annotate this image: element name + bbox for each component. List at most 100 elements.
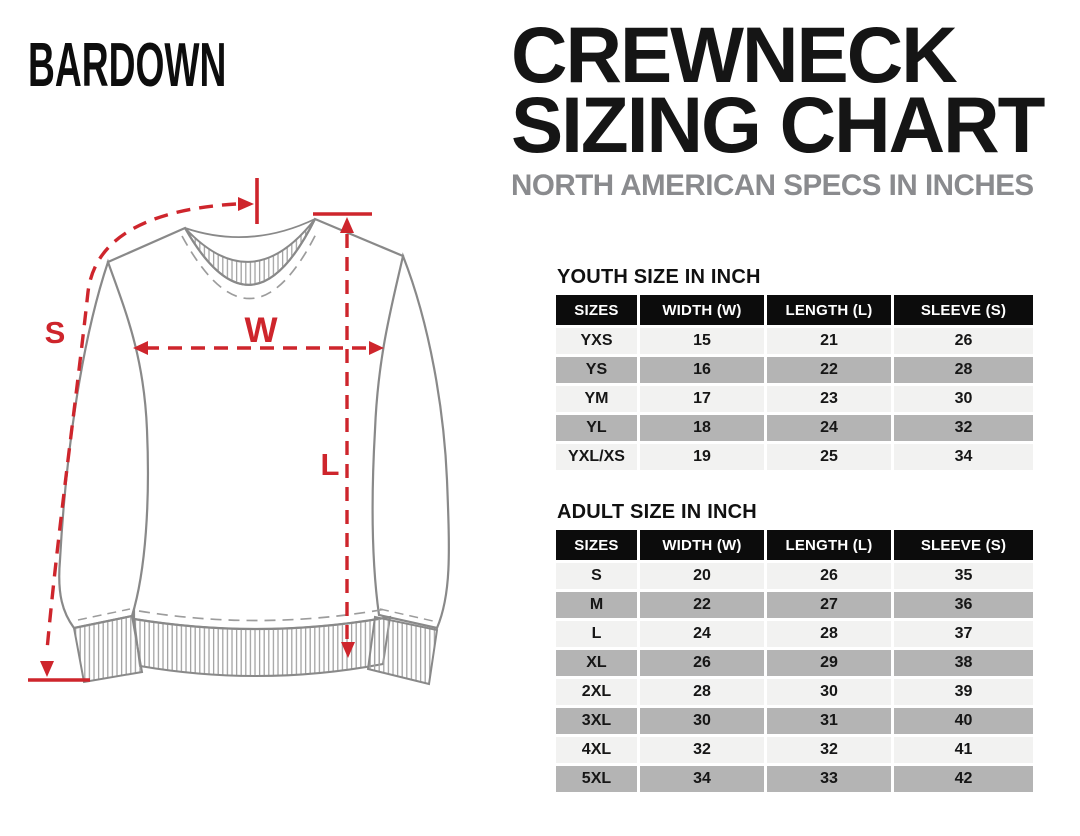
table-row: 5XL 34 33 42 [556,766,1033,792]
column-header: SIZES [556,295,637,325]
table-row: M 22 27 36 [556,592,1033,618]
measurement-cell: 24 [766,415,891,441]
adult-table-title: ADULT SIZE IN INCH [557,501,757,523]
measurement-cell: 28 [893,357,1033,383]
size-cell: M [556,592,637,618]
measurement-cell: 40 [893,708,1033,734]
length-measure-label: L [321,447,340,482]
table-row: 2XL 28 30 39 [556,679,1033,705]
measurement-cell: 38 [893,650,1033,676]
column-header: WIDTH (W) [639,295,764,325]
sleeve-measure-arc [45,202,237,651]
header-row: SIZES WIDTH (W) LENGTH (L) SLEEVE (S) [556,295,1033,325]
measurement-cell: 15 [639,328,764,354]
back-neckline [184,218,316,239]
size-cell: YM [556,386,637,412]
measurement-cell: 26 [639,650,764,676]
measurement-cell: 28 [639,679,764,705]
right-cuff-ribbing [366,615,439,686]
left-cuff-stitch-line [77,608,131,621]
sleeve-arrowhead-right [238,197,254,211]
column-header: LENGTH (L) [766,295,891,325]
measurement-cell: 30 [893,386,1033,412]
adult-size-table: SIZES WIDTH (W) LENGTH (L) SLEEVE (S) S 20 26 3… [553,527,1036,795]
size-cell: YS [556,357,637,383]
column-header: SIZES [556,530,637,560]
measurement-cell: 18 [639,415,764,441]
width-arrowhead-right [369,341,384,355]
brand-logo: BARDOWN [28,31,227,100]
page-title-line1: CREWNECK [511,10,958,99]
youth-size-section: YOUTH SIZE IN INCH SIZES WIDTH (W) LENGTH … [556,266,1039,473]
column-header: SLEEVE (S) [893,295,1033,325]
size-cell: 4XL [556,737,637,763]
size-cell: S [556,563,637,589]
size-cell: YXS [556,328,637,354]
size-cell: 3XL [556,708,637,734]
column-header: LENGTH (L) [766,530,891,560]
table-row: YL 18 24 32 [556,415,1033,441]
right-sleeve-outline [371,252,450,630]
measurement-cell: 22 [766,357,891,383]
size-cell: YXL/XS [556,444,637,470]
size-cell: 5XL [556,766,637,792]
width-arrowhead-left [133,341,148,355]
size-cell: L [556,621,637,647]
measurement-cell: 33 [766,766,891,792]
table-row: YXL/XS 19 25 34 [556,444,1033,470]
adult-size-section: ADULT SIZE IN INCH SIZES WIDTH (W) LENGTH … [556,501,1039,795]
measurement-cell: 22 [639,592,764,618]
measurement-cell: 37 [893,621,1033,647]
table-row: YS 16 22 28 [556,357,1033,383]
measurement-cell: 21 [766,328,891,354]
measurement-cell: 32 [893,415,1033,441]
table-row: 4XL 32 32 41 [556,737,1033,763]
length-arrowhead-up [340,217,354,233]
measurement-cell: 32 [766,737,891,763]
measurement-cell: 25 [766,444,891,470]
table-row: 3XL 30 31 40 [556,708,1033,734]
page-title-line2: SIZING CHART [511,80,1045,169]
title-block: CREWNECK SIZING CHART NORTH AMERICAN SPEC… [511,15,1071,203]
header-row: SIZES WIDTH (W) LENGTH (L) SLEEVE (S) [556,530,1033,560]
crewneck-measurement-diagram: S W L [28,178,450,686]
measurement-cell: 20 [639,563,764,589]
measurement-cell: 26 [766,563,891,589]
size-tables: YOUTH SIZE IN INCH SIZES WIDTH (W) LENGTH … [556,266,1039,823]
measurement-cell: 31 [766,708,891,734]
youth-size-table: SIZES WIDTH (W) LENGTH (L) SLEEVE (S) YXS 15 2… [553,292,1036,473]
measurement-cell: 19 [639,444,764,470]
length-arrowhead-down [341,642,355,658]
table-row: YM 17 23 30 [556,386,1033,412]
column-header: SLEEVE (S) [893,530,1033,560]
page-title: CREWNECK SIZING CHART [511,15,1065,164]
size-cell: XL [556,650,637,676]
measurement-cell: 30 [766,679,891,705]
measurement-cell: 29 [766,650,891,676]
table-row: S 20 26 35 [556,563,1033,589]
measurement-cell: 41 [893,737,1033,763]
width-measure-label: W [244,311,277,350]
measurement-cell: 23 [766,386,891,412]
measurement-cell: 36 [893,592,1033,618]
hem-stitch-line [138,608,387,622]
measurement-cell: 34 [893,444,1033,470]
left-cuff-ribbing [72,614,144,684]
table-row: L 24 28 37 [556,621,1033,647]
measurement-cell: 32 [639,737,764,763]
sleeve-arrowhead-down [40,661,54,677]
youth-table-title: YOUTH SIZE IN INCH [557,266,761,288]
measurement-cell: 35 [893,563,1033,589]
table-row: YXS 15 21 26 [556,328,1033,354]
size-cell: 2XL [556,679,637,705]
measurement-cell: 17 [639,386,764,412]
size-cell: YL [556,415,637,441]
measurement-cell: 42 [893,766,1033,792]
measurement-cell: 39 [893,679,1033,705]
table-row: XL 26 29 38 [556,650,1033,676]
measurement-cell: 27 [766,592,891,618]
measurement-cell: 28 [766,621,891,647]
measurement-cell: 26 [893,328,1033,354]
right-cuff-stitch-line [379,608,434,622]
